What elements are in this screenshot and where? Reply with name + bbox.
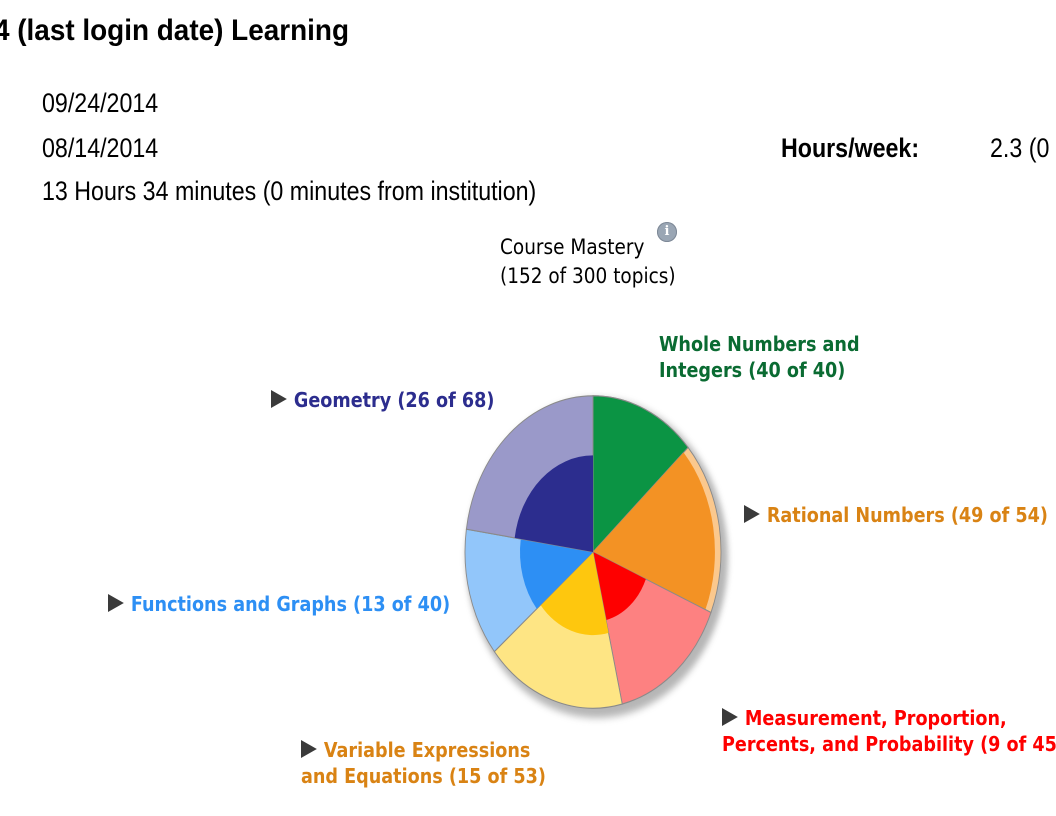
pie-slice-mastered-2[interactable] [593, 552, 646, 621]
course-mastery-count: (152 of 300 topics) [500, 264, 676, 288]
pie-slice-mastered-5[interactable] [514, 455, 593, 552]
arrow-right-icon [108, 593, 124, 612]
hours-per-week-label: Hours/week: [781, 133, 920, 163]
slice-label-line2: Percents, and Probability (9 of 45) [722, 732, 1056, 756]
arrow-right-icon [722, 707, 738, 726]
arrow-right-icon [271, 389, 287, 408]
pie-slice-mastered-0[interactable] [592, 395, 689, 554]
slice-label-5[interactable]: Geometry (26 of 68) [271, 387, 494, 413]
page-title: 4 (last login date) Learning [0, 14, 349, 47]
slice-label-4[interactable]: Functions and Graphs (13 of 40) [108, 591, 450, 617]
total-time: 13 Hours 34 minutes (0 minutes from inst… [42, 176, 537, 206]
slice-label-line1: Measurement, Proportion, [744, 706, 1007, 730]
pie-slice-mastered-4[interactable] [519, 538, 593, 609]
slice-label-0[interactable]: Whole Numbers and Integers (40 of 40) [659, 331, 860, 383]
slice-label-2[interactable]: Measurement, Proportion, Percents, and Pr… [722, 705, 1056, 757]
slice-label-line2: and Equations (15 of 53) [301, 764, 546, 788]
slice-label-line1: Variable Expressions [323, 738, 531, 762]
slice-label-1[interactable]: Rational Numbers (49 of 54) [744, 502, 1048, 528]
arrow-right-icon [301, 739, 317, 758]
slice-label-line1: Rational Numbers (49 of 54) [766, 503, 1048, 527]
start-date: 08/14/2014 [42, 133, 159, 163]
slice-label-line1: Geometry (26 of 68) [293, 388, 495, 412]
pie-slice-mastered-3[interactable] [540, 552, 609, 636]
pie-slice-mastered-1[interactable] [593, 452, 715, 610]
slice-label-line1: Functions and Graphs (13 of 40) [130, 592, 451, 616]
hours-per-week-value: 2.3 (0 [990, 133, 1050, 163]
course-mastery-label: Course Mastery [500, 235, 645, 259]
course-mastery-title: Course Mastery (152 of 300 topics) [500, 233, 676, 291]
slice-label-3[interactable]: Variable Expressions and Equations (15 of… [301, 737, 546, 789]
last-login-date: 09/24/2014 [42, 88, 159, 118]
arrow-right-icon [744, 504, 760, 523]
info-icon[interactable]: i [657, 222, 677, 242]
slice-label-line2: Integers (40 of 40) [659, 358, 846, 382]
pie-group [464, 395, 728, 718]
slice-label-line1: Whole Numbers and [659, 332, 860, 356]
